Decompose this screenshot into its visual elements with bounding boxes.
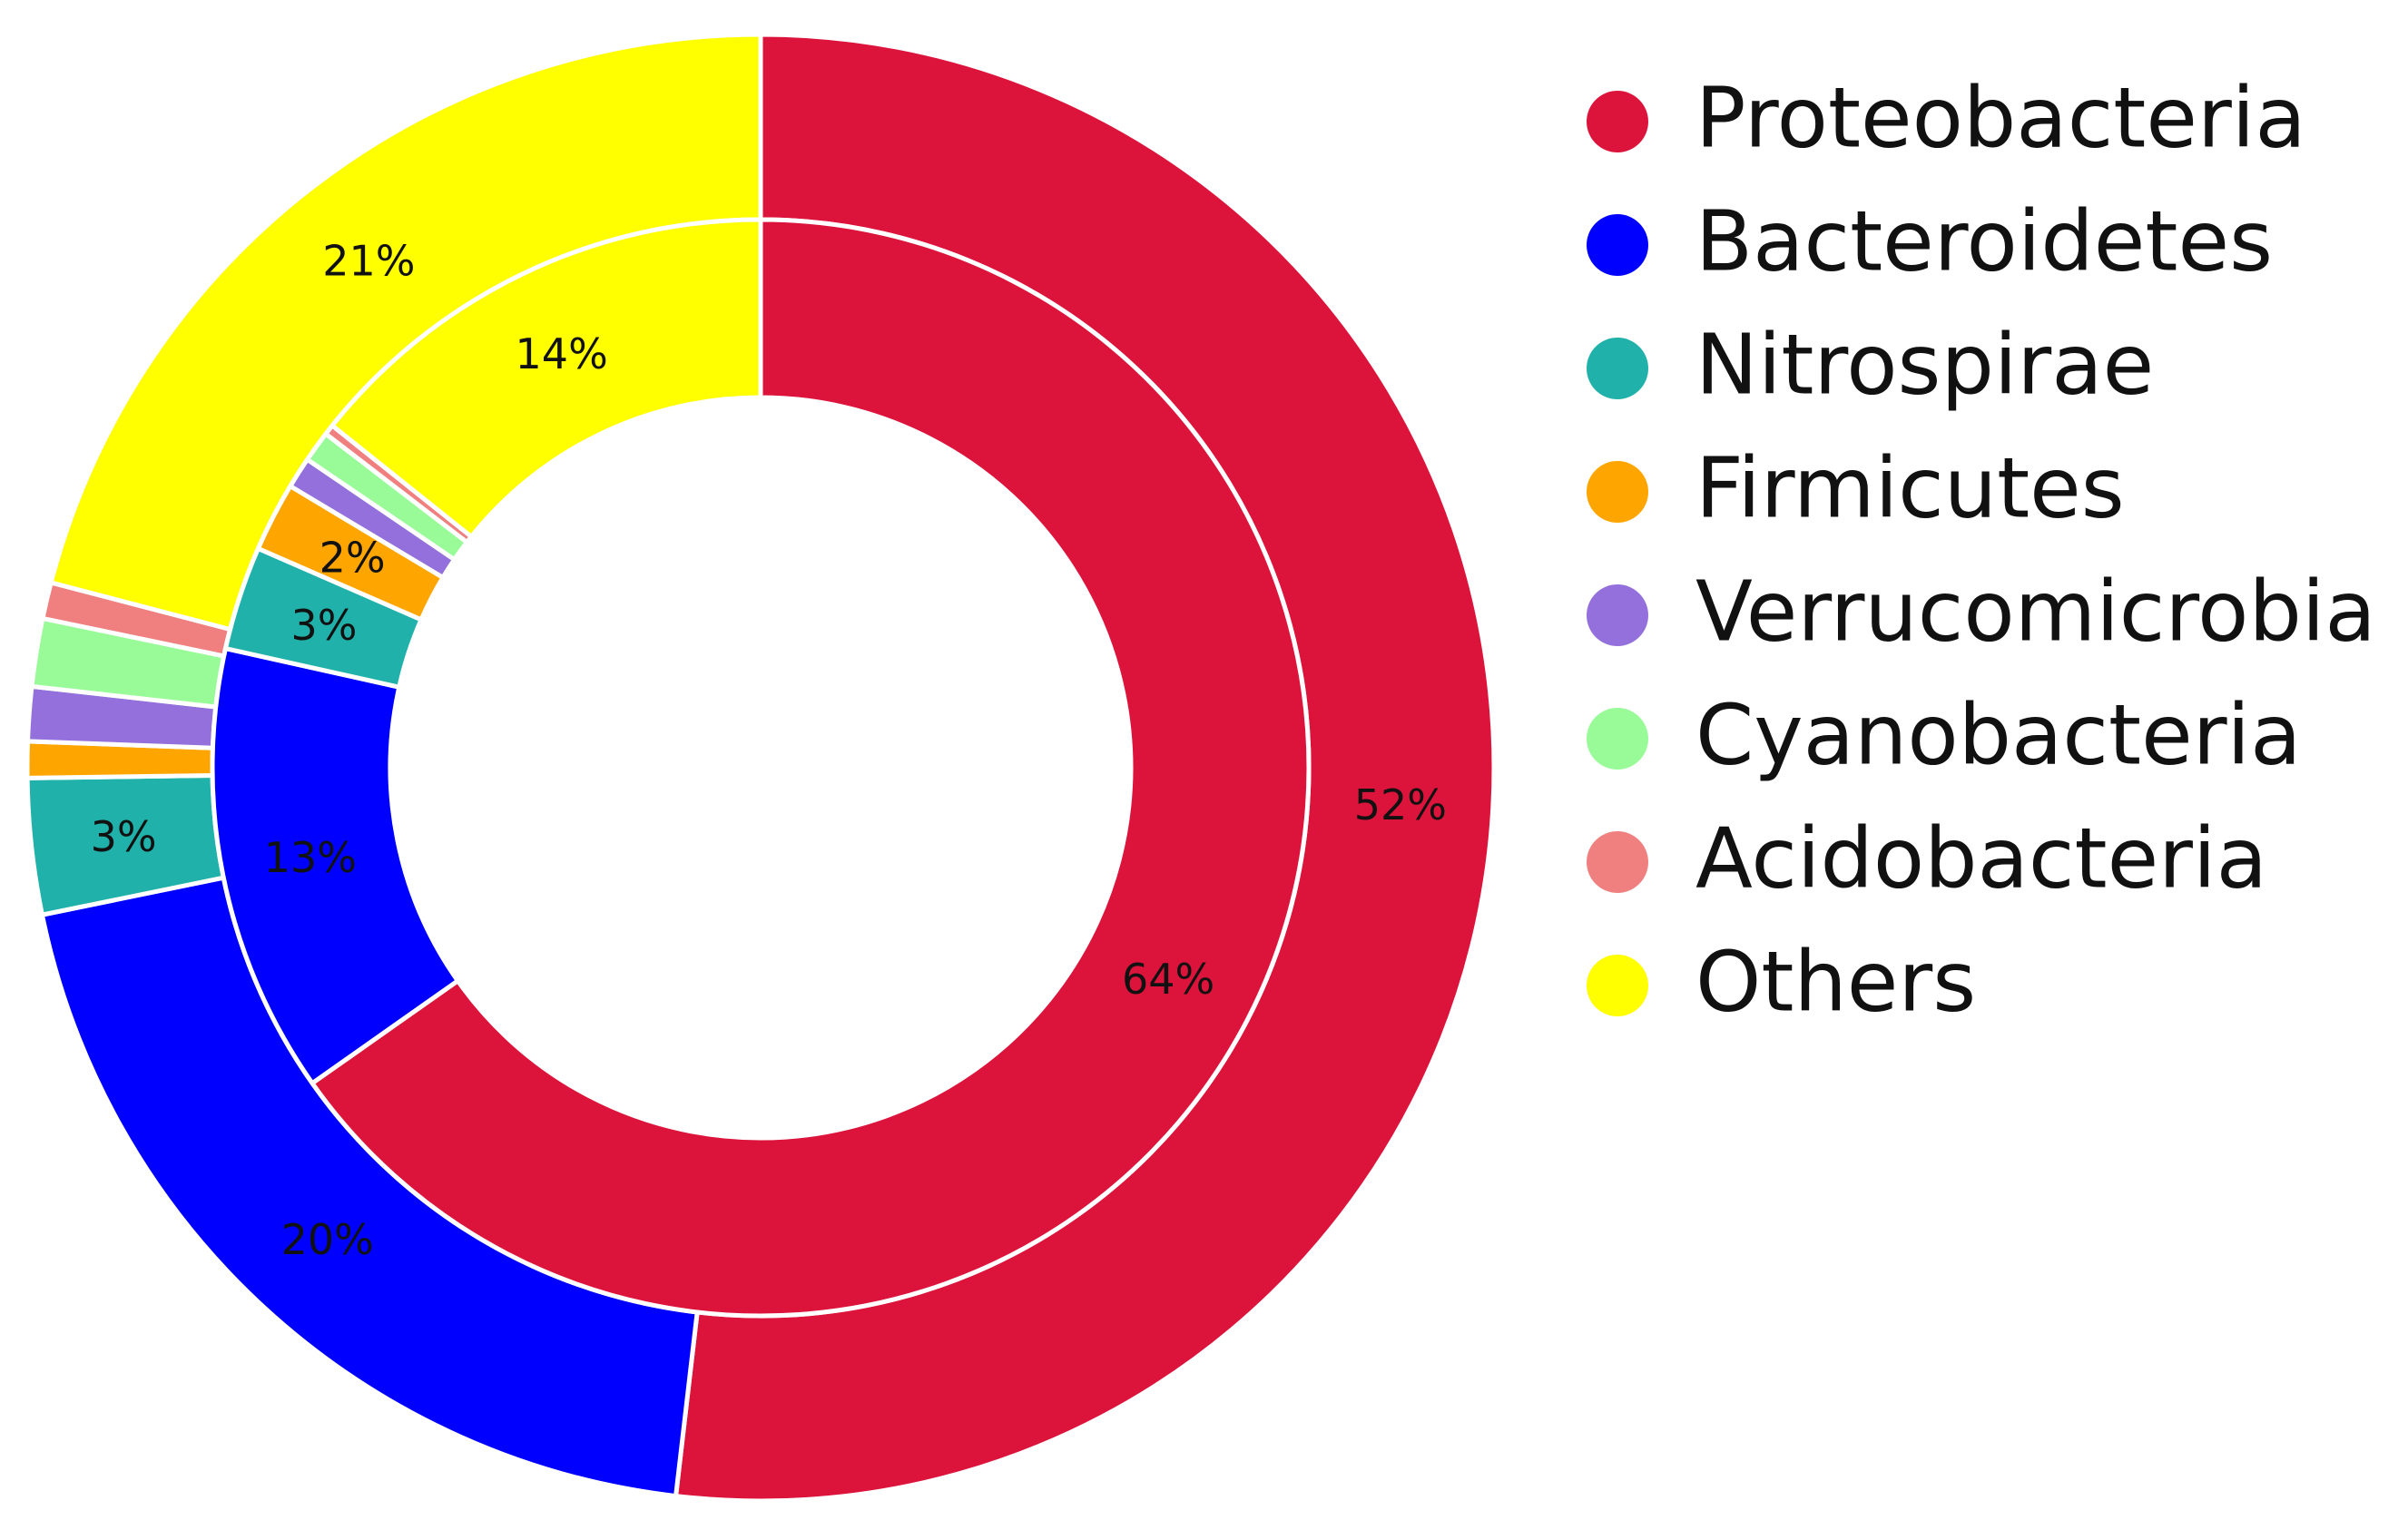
inner-label-proteobacteria: 64% xyxy=(1122,955,1214,1004)
legend-marker-verrucomicrobia xyxy=(1587,584,1648,646)
outer-label-others: 21% xyxy=(322,236,415,285)
legend-label-proteobacteria: Proteobacteria xyxy=(1695,70,2306,167)
legend-marker-acidobacteria xyxy=(1587,831,1648,893)
inner-slice-others xyxy=(329,217,763,539)
donut-rings xyxy=(25,32,1497,1504)
legend-label-verrucomicrobia: Verrucomicrobia xyxy=(1695,564,2376,661)
legend-marker-nitrospirae xyxy=(1587,338,1648,399)
inner-label-bacteroidetes: 13% xyxy=(264,833,357,882)
legend-label-firmicutes: Firmicutes xyxy=(1695,440,2125,537)
legend-label-nitrospirae: Nitrospirae xyxy=(1695,317,2154,414)
legend-label-bacteroidetes: Bacteroidetes xyxy=(1695,193,2273,290)
inner-slice-proteobacteria xyxy=(310,217,1312,1319)
inner-label-others: 14% xyxy=(516,329,608,378)
legend-marker-proteobacteria xyxy=(1587,91,1648,152)
outer-label-proteobacteria: 52% xyxy=(1354,780,1447,829)
legend: Proteobacteria Bacteroidetes Nitrospirae Fi… xyxy=(1587,70,2376,1031)
outer-label-bacteroidetes: 20% xyxy=(281,1215,374,1264)
legend-label-others: Others xyxy=(1695,934,1976,1031)
inner-label-nitrospirae: 3% xyxy=(290,601,357,650)
legend-label-cyanobacteria: Cyanobacteria xyxy=(1695,687,2301,784)
outer-label-nitrospirae: 3% xyxy=(91,812,157,861)
legend-marker-firmicutes xyxy=(1587,461,1648,523)
percentage-labels: 52% 20% 3% 21% 64% 13% 3% 2% 14% xyxy=(91,236,1447,1264)
legend-marker-bacteroidetes xyxy=(1587,214,1648,276)
legend-marker-others xyxy=(1587,955,1648,1016)
inner-label-firmicutes: 2% xyxy=(319,533,386,582)
legend-marker-cyanobacteria xyxy=(1587,708,1648,770)
legend-label-acidobacteria: Acidobacteria xyxy=(1695,810,2267,907)
